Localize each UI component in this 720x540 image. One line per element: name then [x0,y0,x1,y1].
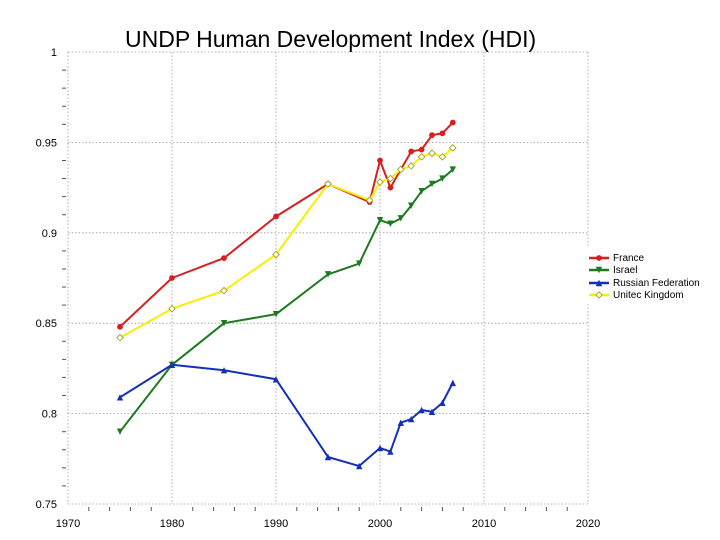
data-point-israel [439,175,446,182]
legend-label-united-kingdom: Unitec Kingdom [613,290,684,301]
data-point-israel [272,310,280,318]
y-tick-label: 0.75 [36,499,57,511]
legend-swatch [589,291,609,299]
data-point-france [418,146,425,153]
chart-title: UNDP Human Development Index (HDI) [125,26,536,52]
data-point-russian-federation [356,462,363,470]
data-point-unitec-kingdom [417,153,426,161]
legend-entry-united-kingdom: Unitec Kingdom [589,290,684,301]
data-point-russian-federation [272,376,280,383]
legend-label-russian-federation: Russian Federation [613,278,700,289]
legend-marker [595,291,603,299]
legend-entry-israel: Israel [589,265,637,276]
y-tick-label: 0.95 [36,137,57,149]
data-point-russian-federation [376,444,384,452]
data-point-unitec-kingdom [365,196,374,205]
x-tick-label: 2020 [576,518,600,530]
data-point-france [439,130,446,137]
y-tick-label: 0.9 [42,228,57,240]
data-point-france [117,323,123,330]
data-point-france [169,275,175,281]
data-point-france [449,119,456,126]
data-point-russian-federation [418,406,425,414]
x-tick-label: 1990 [264,518,288,530]
data-point-france [429,132,435,139]
data-point-unitec-kingdom [168,304,176,313]
legend-swatch [589,255,609,261]
data-point-unitec-kingdom [386,174,395,183]
data-point-israel [324,271,332,278]
data-point-france [377,157,383,164]
data-point-unitec-kingdom [272,250,280,259]
legend-label-israel: Israel [613,265,637,276]
data-point-israel [397,215,404,222]
data-point-israel [356,260,363,267]
data-point-france [387,184,394,191]
series-line-israel [119,168,454,433]
data-point-unitec-kingdom [397,165,405,174]
series-lines [116,119,457,470]
grid-lines [67,51,589,505]
data-point-russian-federation [428,408,436,415]
data-point-israel [116,428,124,435]
data-point-unitec-kingdom [407,162,415,170]
data-point-unitec-kingdom [116,333,124,342]
data-point-russian-federation [324,453,332,461]
legend-marker [595,279,603,287]
data-point-russian-federation [397,419,404,426]
minor-ticks [62,69,568,511]
series-unitec-kingdom [116,144,457,342]
data-point-israel [408,202,415,209]
data-point-unitec-kingdom [438,153,447,161]
data-point-unitec-kingdom [220,286,228,295]
y-axis-labels: 0.75 0.8 0.85 0.9 0.95 1 [36,47,57,511]
x-tick-label: 2010 [472,518,496,530]
x-tick-label: 1970 [56,518,80,530]
series-israel [116,166,456,435]
data-point-unitec-kingdom [428,149,436,158]
data-point-france [408,148,415,155]
data-point-unitec-kingdom [449,144,457,152]
x-tick-label: 1980 [160,518,184,530]
legend-entry-france: France [589,253,645,264]
data-point-russian-federation [449,379,456,387]
data-point-russian-federation [439,399,446,406]
series-line-russian-federation [119,363,454,468]
x-tick-label: 2000 [368,518,392,530]
y-tick-label: 0.85 [36,318,57,330]
data-point-france [221,255,227,262]
data-point-israel [418,188,425,195]
legend-label-france: France [613,253,645,264]
data-point-unitec-kingdom [376,178,384,186]
y-tick-label: 1 [51,47,57,59]
data-point-russian-federation [116,394,124,401]
data-point-israel [449,166,456,173]
legend-swatch [589,266,609,274]
series-russian-federation [116,361,456,470]
data-point-israel [376,216,384,224]
data-point-israel [387,220,394,227]
legend-marker [596,255,602,261]
y-tick-label: 0.8 [42,409,57,421]
data-point-russian-federation [408,415,415,423]
data-point-russian-federation [387,448,394,455]
data-point-israel [220,320,228,327]
x-axis-labels: 1970 1980 1990 2000 2010 2020 [56,518,600,530]
data-point-russian-federation [168,361,176,368]
legend-swatch [589,279,609,287]
data-point-unitec-kingdom [324,180,332,188]
legend: France Israel Russian Federation Unitec … [586,248,714,304]
series-france [117,119,456,330]
legend-marker [595,266,603,274]
data-point-israel [428,180,436,188]
data-point-france [273,213,279,220]
legend-entry-russian-federation: Russian Federation [589,278,700,289]
data-point-russian-federation [220,367,228,374]
